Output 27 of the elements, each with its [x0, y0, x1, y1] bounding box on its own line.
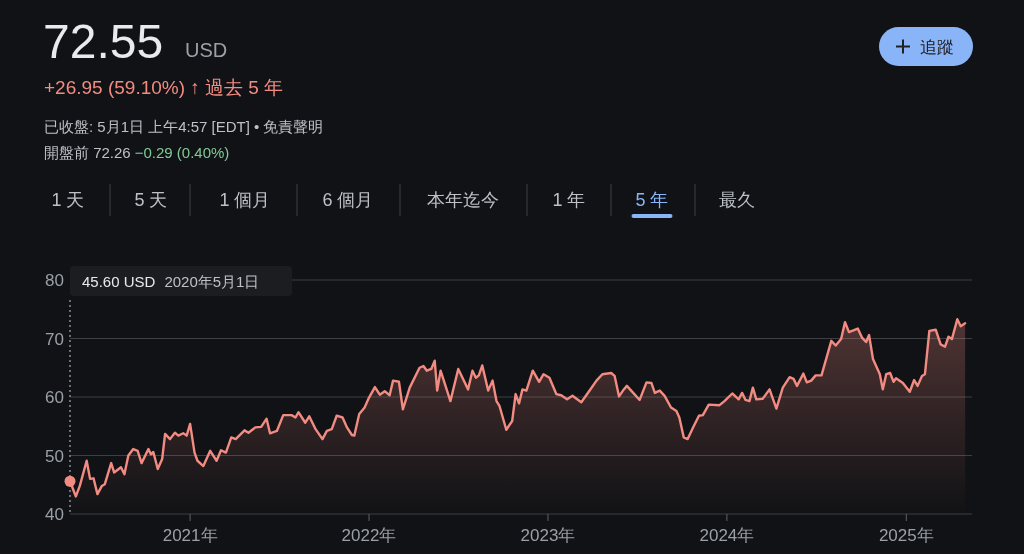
y-tick-label: 80 [45, 271, 64, 290]
x-tick-label: 2025年 [878, 526, 934, 545]
text: 本年迄今 [427, 190, 499, 210]
text: 追蹤 [920, 38, 954, 57]
text: 開盤前 72.26 [44, 144, 131, 161]
text: 最久 [719, 190, 755, 210]
text: 5 年 [635, 190, 669, 210]
y-tick-label: 70 [45, 329, 64, 349]
chart-title: 72.55 [43, 15, 164, 68]
text: 1 個月 [219, 190, 271, 210]
text: 已收盤: 5月1日 上午4:57 [EDT] • 免責聲明 [44, 118, 324, 135]
chart-subtitle: +26.95 (59.10%) ↑ 過去 5 年 [44, 77, 284, 98]
y-tick-label: 60 [45, 388, 64, 407]
x-tick-label: 2021年 [162, 526, 218, 545]
y-tick-label: 50 [45, 446, 64, 466]
text: USD [185, 39, 228, 61]
annotation: 2020年5月1日 [164, 273, 260, 290]
text: 5 天 [134, 190, 168, 210]
y-tick-label: 40 [45, 505, 64, 524]
x-tick-label: 2024年 [699, 526, 755, 545]
x-tick-label: 2023年 [520, 526, 576, 545]
text: 6 個月 [322, 190, 374, 210]
annotation: 45.60 USD [82, 273, 156, 290]
text: 1 年 [552, 190, 586, 210]
text: −0.29 (0.40%) [134, 144, 230, 161]
x-tick-label: 2022年 [341, 526, 397, 545]
text: 1 天 [51, 190, 85, 210]
